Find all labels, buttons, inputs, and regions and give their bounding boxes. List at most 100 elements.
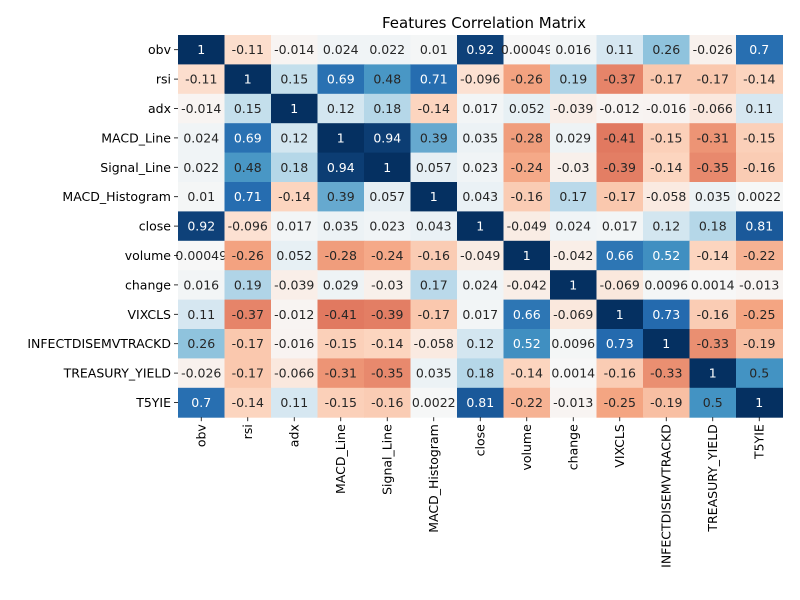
cell-value-label: -0.013 [739,277,779,292]
cell-value-label: -0.17 [604,189,636,204]
heatmap-cell-Signal_Line-MACD_Histogram [410,152,458,183]
cell-value-label: 0.73 [652,307,680,322]
cell-value-label: -0.17 [697,72,729,87]
heatmap-cell-close-rsi [224,211,272,242]
heatmap-cell-close-Signal_Line [364,211,411,242]
cell-value-label: -0.41 [604,130,636,145]
cell-value-label: 0.029 [555,130,591,145]
cell-value-label: 0.66 [513,307,541,322]
heatmap-cell-rsi-VIXCLS [596,64,644,95]
x-tick-label-volume: volume [519,424,534,471]
cell-value-label: -0.19 [743,336,775,351]
cell-value-label: 0.043 [462,189,498,204]
cell-value-label: 0.15 [280,72,308,87]
heatmap-cell-Signal_Line-obv [178,152,225,183]
heatmap-cell-MACD_Histogram-close [457,182,504,212]
cell-value-label: -0.17 [232,336,264,351]
heatmap-cell-obv-close [457,35,504,65]
cell-value-label: -0.37 [604,72,636,87]
cell-value-label: 0.024 [183,130,219,145]
cell-value-label: 0.043 [416,219,452,234]
heatmap-cell-VIXCLS-change [550,299,597,330]
cell-value-label: 0.92 [187,219,215,234]
cell-value-label: -0.39 [604,160,636,175]
cell-value-label: 0.035 [462,130,498,145]
cell-value-label: -0.31 [325,366,357,381]
cell-value-label: -0.026 [693,42,733,57]
cell-value-label: 0.18 [373,101,401,116]
cell-value-label: 1 [616,307,624,322]
y-tick-label-TREASURY_YIELD: TREASURY_YIELD [63,366,171,381]
heatmap-cell-change-Signal_Line [364,270,411,301]
heatmap-cell-Signal_Line-VIXCLS [596,152,644,183]
heatmap-cell-T5YIE-MACD_Histogram [410,387,458,418]
heatmap-cell-change-MACD_Line [317,270,365,301]
cell-value-label: 0.052 [276,248,312,263]
heatmap-cell-rsi-INFECTDISEMVTRACKD [643,64,690,95]
cell-value-label: 0.71 [420,72,448,87]
heatmap-cell-MACD_Histogram-VIXCLS [596,182,644,212]
cell-value-label: 0.92 [466,42,494,57]
cell-value-label: -0.17 [418,307,450,322]
heatmap-cell-rsi-T5YIE [736,64,783,95]
cell-value-label: 0.52 [652,248,680,263]
cell-value-label: -0.41 [325,307,357,322]
heatmap-cell-adx-MACD_Histogram [410,93,458,124]
x-tick-label-MACD_Histogram: MACD_Histogram [426,424,441,533]
heatmap-cell-change-T5YIE [736,270,783,301]
heatmap-cell-INFECTDISEMVTRACKD-TREASURY_YIELD [689,329,737,359]
heatmap-cell-T5YIE-T5YIE [736,387,783,418]
heatmap-cell-MACD_Histogram-MACD_Histogram [410,182,458,212]
heatmap-cell-INFECTDISEMVTRACKD-rsi [224,329,272,359]
heatmap-cell-close-obv [178,211,225,242]
cell-value-label: 0.00049 [175,248,227,263]
cell-value-label: 0.48 [373,72,401,87]
heatmap-cell-VIXCLS-VIXCLS [596,299,644,330]
heatmap-cell-MACD_Line-change [550,123,597,154]
cell-value-label: -0.39 [371,307,403,322]
y-tick-label-volume: volume [125,248,172,263]
cell-value-label: -0.042 [507,277,547,292]
heatmap-cell-adx-VIXCLS [596,93,644,124]
cell-value-label: 1 [662,336,670,351]
cell-value-label: -0.15 [743,130,775,145]
heatmap-cell-MACD_Line-MACD_Histogram [410,123,458,154]
heatmap-cell-change-change [550,270,597,301]
x-tick-label-VIXCLS: VIXCLS [612,424,627,468]
cell-value-label: 0.52 [513,336,541,351]
cell-value-label: 0.00049 [501,42,553,57]
heatmap-cell-Signal_Line-INFECTDISEMVTRACKD [643,152,690,183]
cell-value-label: 0.0022 [412,395,456,410]
cell-value-label: 0.024 [555,219,591,234]
cell-value-label: 0.15 [234,101,262,116]
heatmap-cell-TREASURY_YIELD-INFECTDISEMVTRACKD [643,358,690,389]
heatmap-cell-rsi-MACD_Histogram [410,64,458,95]
cell-value-label: -0.33 [697,336,729,351]
heatmap-cell-MACD_Line-T5YIE [736,123,783,154]
heatmap-cell-adx-obv [178,93,225,124]
heatmap-cell-obv-MACD_Histogram [410,35,458,65]
cell-value-label: -0.14 [418,101,450,116]
heatmap-cell-VIXCLS-volume [503,299,551,330]
y-tick-label-MACD_Line: MACD_Line [101,130,171,145]
heatmap-cell-TREASURY_YIELD-T5YIE [736,358,783,389]
heatmap-cell-adx-MACD_Line [317,93,365,124]
cell-value-label: -0.22 [743,248,775,263]
heatmap-cell-TREASURY_YIELD-obv [178,358,225,389]
heatmap-cell-MACD_Histogram-change [550,182,597,212]
cell-value-label: 0.12 [652,219,680,234]
heatmap-cell-T5YIE-close [457,387,504,418]
heatmap-cell-Signal_Line-volume [503,152,551,183]
heatmap-cell-MACD_Histogram-obv [178,182,225,212]
cell-value-label: -0.28 [325,248,357,263]
heatmap-cell-TREASURY_YIELD-TREASURY_YIELD [689,358,737,389]
cell-value-label: 0.0022 [737,189,781,204]
cell-value-label: -0.25 [604,395,636,410]
heatmap-cell-obv-change [550,35,597,65]
cell-value-label: 1 [709,366,717,381]
y-tick-label-T5YIE: T5YIE [135,395,171,410]
x-tick-label-INFECTDISEMVTRACKD: INFECTDISEMVTRACKD [659,424,674,568]
x-tick-label-adx: adx [287,424,302,447]
cell-value-label: 1 [383,160,391,175]
cell-value-label: 0.017 [276,219,312,234]
